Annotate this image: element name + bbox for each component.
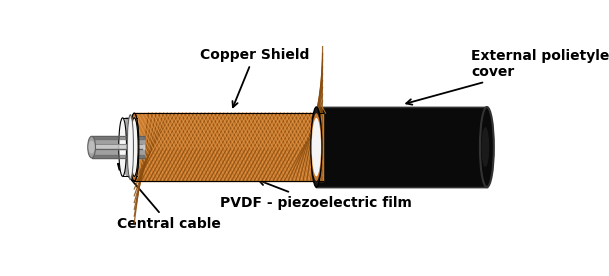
Ellipse shape <box>311 107 322 187</box>
Ellipse shape <box>130 113 139 181</box>
Ellipse shape <box>312 118 321 176</box>
Ellipse shape <box>127 115 133 179</box>
Text: Copper Shield: Copper Shield <box>200 48 309 107</box>
Ellipse shape <box>311 113 322 181</box>
Ellipse shape <box>119 118 127 176</box>
Ellipse shape <box>482 127 489 167</box>
Ellipse shape <box>130 113 139 181</box>
Text: PVDF - piezoelectric film: PVDF - piezoelectric film <box>220 180 412 209</box>
Ellipse shape <box>480 107 494 187</box>
Text: External polietylene
cover: External polietylene cover <box>406 49 609 105</box>
Ellipse shape <box>130 118 138 176</box>
Ellipse shape <box>88 136 96 158</box>
Ellipse shape <box>128 118 133 176</box>
Ellipse shape <box>88 140 95 153</box>
Text: Central cable: Central cable <box>117 164 221 231</box>
